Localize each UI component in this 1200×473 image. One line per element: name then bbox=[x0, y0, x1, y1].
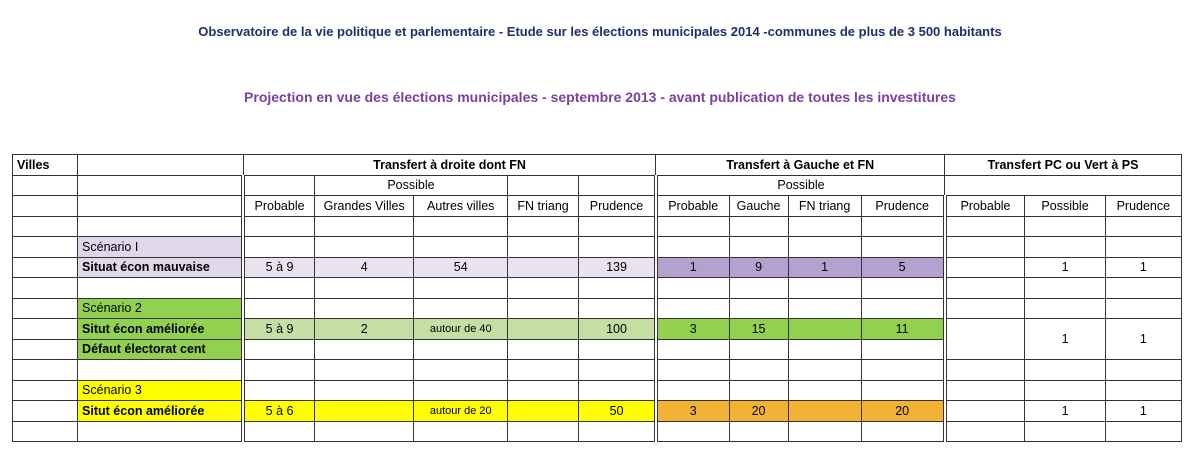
scenario-1-data-row: Situat écon mauvaise 5 à 9 4 54 139 1 9 … bbox=[11, 256, 1183, 278]
cell-gauche-prudence: 5 bbox=[860, 256, 947, 278]
scenario-2-name-row: Scénario 2 bbox=[11, 297, 1183, 319]
page-subtitle: Projection en vue des élections municipa… bbox=[244, 89, 956, 105]
cell-droite-autres-villes: 54 bbox=[413, 256, 508, 278]
scenario-2-name: Scénario 2 bbox=[77, 297, 246, 319]
col-probable-gauche: Probable bbox=[655, 195, 730, 217]
cell-gauche-gauche: 15 bbox=[728, 318, 789, 340]
cell-gauche-fn-triang: 1 bbox=[787, 256, 862, 278]
cell-droite-probable: 5 à 6 bbox=[242, 400, 315, 422]
blank-row bbox=[11, 215, 1183, 237]
cell-pc-possible: 1 bbox=[1024, 400, 1106, 422]
cell-droite-probable: 5 à 9 bbox=[242, 318, 315, 340]
cell-droite-fn-triang bbox=[506, 256, 580, 278]
cell-pc-prudence: 1 bbox=[1104, 400, 1183, 422]
cell-droite-autres-villes: autour de 20 bbox=[413, 400, 508, 422]
scenario-3-data-row: Situt écon améliorée 5 à 6 autour de 20 … bbox=[11, 400, 1183, 422]
header-possible-droite: Possible bbox=[313, 174, 509, 196]
header-row-columns: Probable Grandes Villes Autres villes FN… bbox=[11, 195, 1183, 217]
cell-pc-possible: 1 bbox=[1024, 256, 1106, 278]
col-fn-triang: FN triang bbox=[506, 195, 580, 217]
col-prudence: Prudence bbox=[578, 195, 658, 217]
header-possible-gauche: Possible bbox=[655, 174, 946, 196]
header-group-droite: Transfert à droite dont FN bbox=[242, 154, 657, 176]
cell-gauche-prudence: 20 bbox=[860, 400, 947, 422]
cell-droite-autres-villes: autour de 40 bbox=[413, 318, 508, 340]
col-prudence-gauche: Prudence bbox=[860, 195, 947, 217]
cell-droite-probable: 5 à 9 bbox=[242, 256, 315, 278]
cell-gauche-fn-triang bbox=[787, 400, 862, 422]
cell-droite-grandes-villes: 2 bbox=[313, 318, 415, 340]
col-possible-pc: Possible bbox=[1024, 195, 1106, 217]
col-fn-triang-gauche: FN triang bbox=[787, 195, 862, 217]
cell-droite-prudence: 50 bbox=[578, 400, 658, 422]
scenario-1-label: Situat écon mauvaise bbox=[77, 256, 246, 278]
cell-droite-grandes-villes: 4 bbox=[313, 256, 415, 278]
scenario-3-name-row: Scénario 3 bbox=[11, 379, 1183, 401]
cell-gauche-fn-triang bbox=[787, 318, 862, 340]
cell-gauche-prudence: 11 bbox=[860, 318, 947, 340]
col-gauche: Gauche bbox=[728, 195, 789, 217]
blank-row bbox=[11, 359, 1183, 381]
blank-row bbox=[11, 420, 1183, 442]
scenario-3-name: Scénario 3 bbox=[77, 379, 246, 401]
header-villes: Villes bbox=[11, 154, 79, 176]
col-prudence-pc: Prudence bbox=[1104, 195, 1183, 217]
cell-pc-probable bbox=[944, 318, 1026, 360]
cell-gauche-probable: 3 bbox=[655, 400, 730, 422]
header-row-groups: Villes Transfert à droite dont FN Transf… bbox=[11, 154, 1182, 176]
cell-pc-probable bbox=[944, 256, 1026, 278]
col-grandes-villes: Grandes Villes bbox=[313, 195, 415, 217]
header-group-pc: Transfert PC ou Vert à PS bbox=[944, 154, 1182, 176]
scenario-2-label2-row: Défaut électorat cent bbox=[11, 338, 1182, 360]
scenario-2-label: Situt écon améliorée bbox=[77, 318, 246, 340]
scenario-2-label2: Défaut électorat cent bbox=[77, 338, 246, 360]
cell-droite-fn-triang bbox=[506, 318, 580, 340]
cell-gauche-gauche: 9 bbox=[728, 256, 789, 278]
cell-droite-prudence: 100 bbox=[578, 318, 658, 340]
cell-pc-probable bbox=[944, 400, 1026, 422]
header-group-gauche: Transfert à Gauche et FN bbox=[655, 154, 946, 176]
scenario-1-name: Scénario I bbox=[77, 236, 246, 258]
col-probable: Probable bbox=[242, 195, 315, 217]
page-title: Observatoire de la vie politique et parl… bbox=[198, 24, 1002, 39]
scenario-1-name-row: Scénario I bbox=[11, 236, 1183, 258]
blank-row bbox=[11, 277, 1183, 299]
projection-table: Villes Transfert à droite dont FN Transf… bbox=[11, 154, 1183, 442]
col-autres-villes: Autres villes bbox=[413, 195, 508, 217]
cell-droite-grandes-villes bbox=[313, 400, 415, 422]
cell-gauche-probable: 3 bbox=[655, 318, 730, 340]
cell-gauche-probable: 1 bbox=[655, 256, 730, 278]
cell-pc-prudence: 1 bbox=[1104, 318, 1183, 360]
cell-pc-prudence: 1 bbox=[1104, 256, 1183, 278]
cell-pc-possible: 1 bbox=[1024, 318, 1106, 360]
cell-droite-fn-triang bbox=[506, 400, 580, 422]
header-row-possible: Possible Possible bbox=[11, 174, 1182, 196]
col-probable-pc: Probable bbox=[944, 195, 1026, 217]
scenario-3-label: Situt écon améliorée bbox=[77, 400, 246, 422]
cell-droite-prudence: 139 bbox=[578, 256, 658, 278]
scenario-2-data-row: Situt écon améliorée 5 à 9 2 autour de 4… bbox=[11, 318, 1183, 360]
cell-gauche-gauche: 20 bbox=[728, 400, 789, 422]
